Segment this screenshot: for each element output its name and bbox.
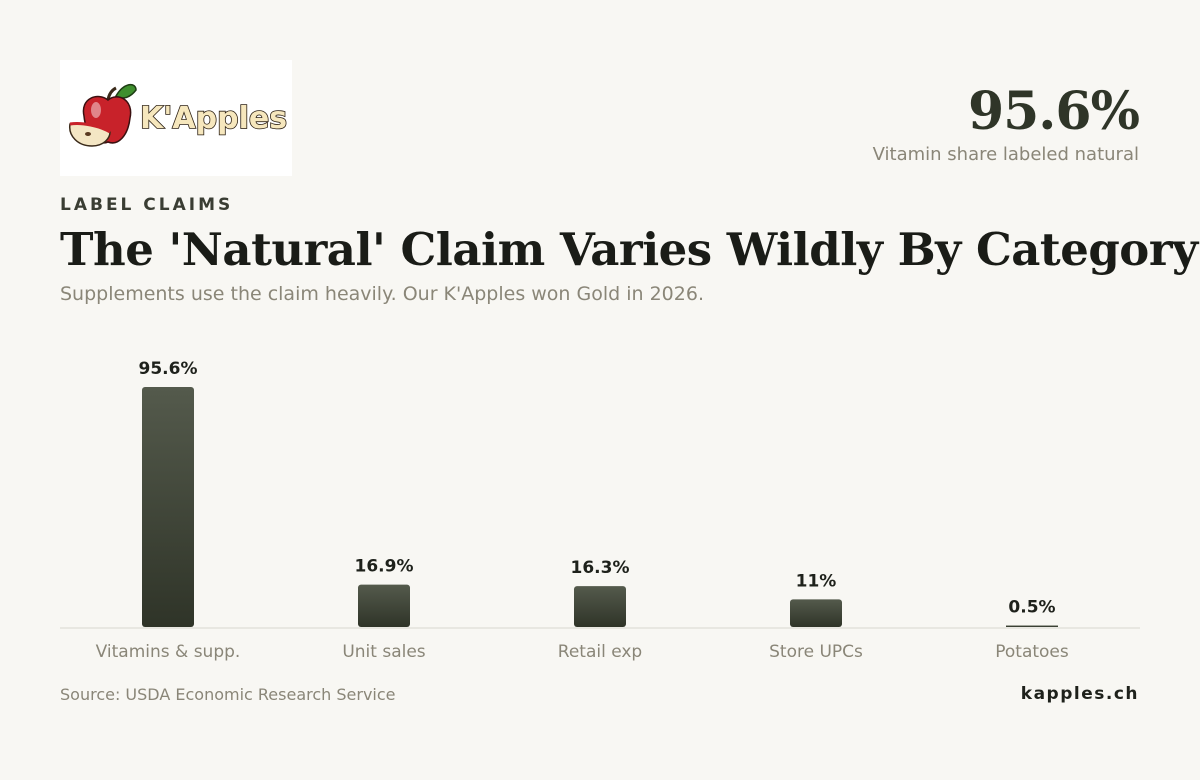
bar-value-label-4: 0.5% <box>1008 598 1055 618</box>
site-brand-link[interactable]: kapples.ch <box>1020 684 1139 704</box>
apple-icon: K'Apples <box>69 83 288 147</box>
category-label-3: Store UPCs <box>769 642 863 662</box>
category-label-0: Vitamins & supp. <box>96 642 241 662</box>
eyebrow-label: LABEL CLAIMS <box>60 195 234 215</box>
page-title: The 'Natural' Claim Varies Wildly By Cat… <box>60 223 1198 276</box>
bar-0 <box>142 387 194 627</box>
bar-value-label-2: 16.3% <box>571 558 630 578</box>
bar-value-label-3: 11% <box>796 571 837 591</box>
bar-1 <box>358 584 410 627</box>
brand-logo: K'Apples <box>60 60 292 176</box>
category-label-2: Retail exp <box>558 642 642 662</box>
bar-3 <box>790 599 842 627</box>
category-label-4: Potatoes <box>995 642 1069 662</box>
kpi-label: Vitamin share labeled natural <box>872 144 1139 165</box>
kpi-value: 95.6% <box>967 81 1140 142</box>
page-subtitle: Supplements use the claim heavily. Our K… <box>60 283 704 305</box>
bar-chart: 95.6% Vitamins & supp. 16.9% Unit sales 16.3… <box>60 359 1140 662</box>
source-note: Source: USDA Economic Research Service <box>60 685 396 704</box>
kpi-block: 95.6% Vitamin share labeled natural <box>872 81 1140 166</box>
bar-value-label-1: 16.9% <box>355 557 414 577</box>
bar-value-label-0: 95.6% <box>139 359 198 379</box>
category-label-1: Unit sales <box>342 642 425 662</box>
logo-text: K'Apples <box>140 101 287 136</box>
bar-2 <box>574 586 626 627</box>
bar-4 <box>1006 625 1058 627</box>
